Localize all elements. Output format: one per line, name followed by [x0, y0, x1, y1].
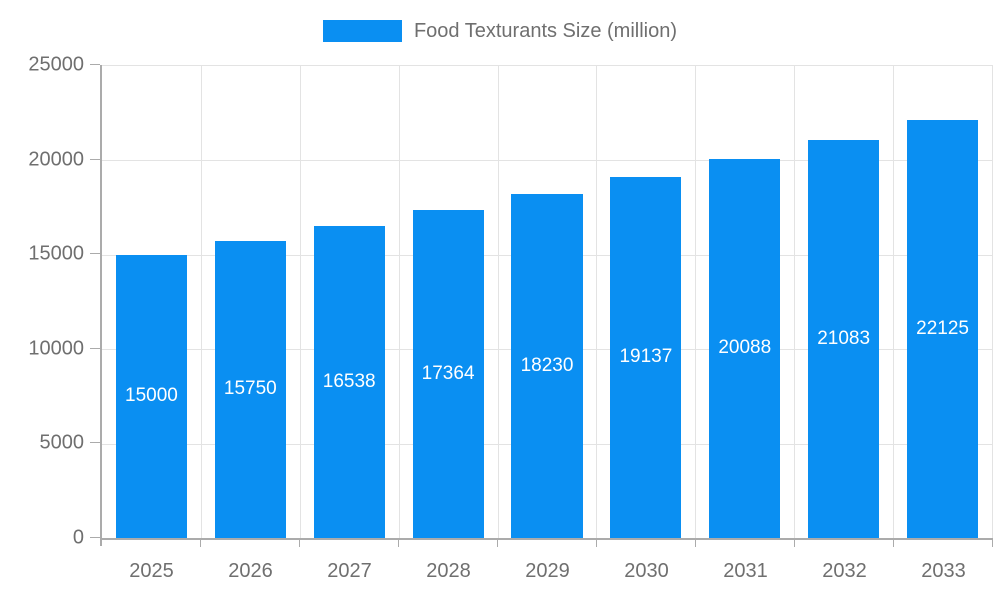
x-axis-labels: 2025 2026 2027 2028 2029 2030 2031 2032 2033 — [102, 560, 993, 588]
chart-legend: Food Texturants Size (million) — [0, 16, 1000, 46]
x-tick-mark-4 — [496, 540, 498, 547]
bar-2026[interactable]: 15750 — [214, 240, 286, 538]
bar-value-label-2033: 22125 — [916, 318, 969, 340]
x-tick-mark-5 — [596, 540, 597, 547]
v-gridline-6 — [695, 66, 697, 538]
bar-2031[interactable]: 20088 — [709, 158, 781, 538]
bar-value-label-2029: 18230 — [520, 354, 574, 376]
v-gridline-7 — [794, 66, 796, 538]
v-gridline-3 — [398, 66, 400, 538]
bar-value-label-2031: 20088 — [718, 337, 772, 359]
y-axis-ticks — [90, 64, 100, 538]
y-tick-label-10000: 10000 — [28, 337, 84, 360]
bar-2027[interactable]: 16538 — [313, 225, 385, 538]
bar-2032[interactable]: 21083 — [808, 139, 880, 538]
bar-value-label-2032: 21083 — [817, 327, 871, 349]
v-gridline-4 — [497, 66, 499, 538]
y-tick-mark-15000 — [90, 253, 100, 255]
x-tick-label-2026: 2026 — [228, 560, 273, 582]
plot-area: 15000 15750 16538 17364 18230 19137 20088 21083… — [102, 65, 993, 538]
x-tick-label-2030: 2030 — [624, 560, 669, 582]
x-axis-ticks — [102, 540, 993, 547]
bar-2028[interactable]: 17364 — [412, 210, 484, 538]
y-tick-mark-0 — [90, 537, 100, 538]
x-tick-mark-6 — [694, 540, 696, 547]
x-tick-mark-1 — [199, 540, 201, 547]
bar-2025[interactable]: 15000 — [115, 254, 188, 538]
x-tick-label-2029: 2029 — [525, 560, 570, 582]
y-tick-label-15000: 15000 — [28, 242, 84, 265]
bar-value-label-2026: 15750 — [223, 378, 277, 400]
bar-value-label-2028: 17364 — [421, 363, 475, 385]
x-tick-mark-8 — [892, 540, 894, 547]
x-tick-label-2027: 2027 — [327, 560, 372, 582]
bar-value-label-2030: 19137 — [619, 346, 673, 368]
bar-2030[interactable]: 19137 — [610, 176, 682, 538]
y-tick-label-25000: 25000 — [28, 53, 84, 76]
y-tick-mark-10000 — [90, 347, 100, 349]
x-tick-mark-7 — [794, 540, 795, 547]
v-gridline-8 — [893, 66, 895, 538]
y-tick-mark-20000 — [90, 158, 100, 160]
x-tick-mark-9 — [992, 540, 993, 547]
x-axis-line — [102, 538, 993, 540]
v-gridline-5 — [596, 66, 598, 538]
bar-2029[interactable]: 18230 — [511, 193, 583, 538]
x-tick-mark-2 — [298, 540, 300, 547]
legend-swatch — [322, 20, 402, 42]
y-tick-mark-5000 — [90, 442, 100, 444]
x-tick-label-2032: 2032 — [822, 560, 867, 582]
y-tick-label-0: 0 — [72, 526, 84, 549]
legend-label: Food Texturants Size (million) — [413, 19, 678, 42]
y-axis-labels: 0 5000 10000 15000 20000 25000 — [0, 54, 85, 549]
h-gridline-20000 — [102, 160, 992, 162]
legend-item[interactable]: Food Texturants Size (million) — [322, 19, 678, 43]
x-tick-label-2031: 2031 — [723, 560, 768, 582]
x-tick-label-2028: 2028 — [426, 560, 471, 582]
y-tick-label-5000: 5000 — [39, 431, 85, 454]
bar-value-label-2025: 15000 — [125, 385, 178, 407]
y-axis-line — [100, 65, 102, 546]
x-tick-label-2033: 2033 — [921, 560, 966, 582]
bar-value-label-2027: 16538 — [322, 370, 376, 392]
y-tick-label-20000: 20000 — [28, 148, 84, 171]
v-gridline-1 — [200, 66, 202, 538]
v-gridline-2 — [299, 66, 301, 538]
y-tick-mark-25000 — [90, 64, 100, 65]
x-tick-mark-3 — [397, 540, 399, 547]
x-tick-label-2025: 2025 — [129, 560, 174, 582]
bar-2033[interactable]: 22125 — [906, 120, 979, 538]
